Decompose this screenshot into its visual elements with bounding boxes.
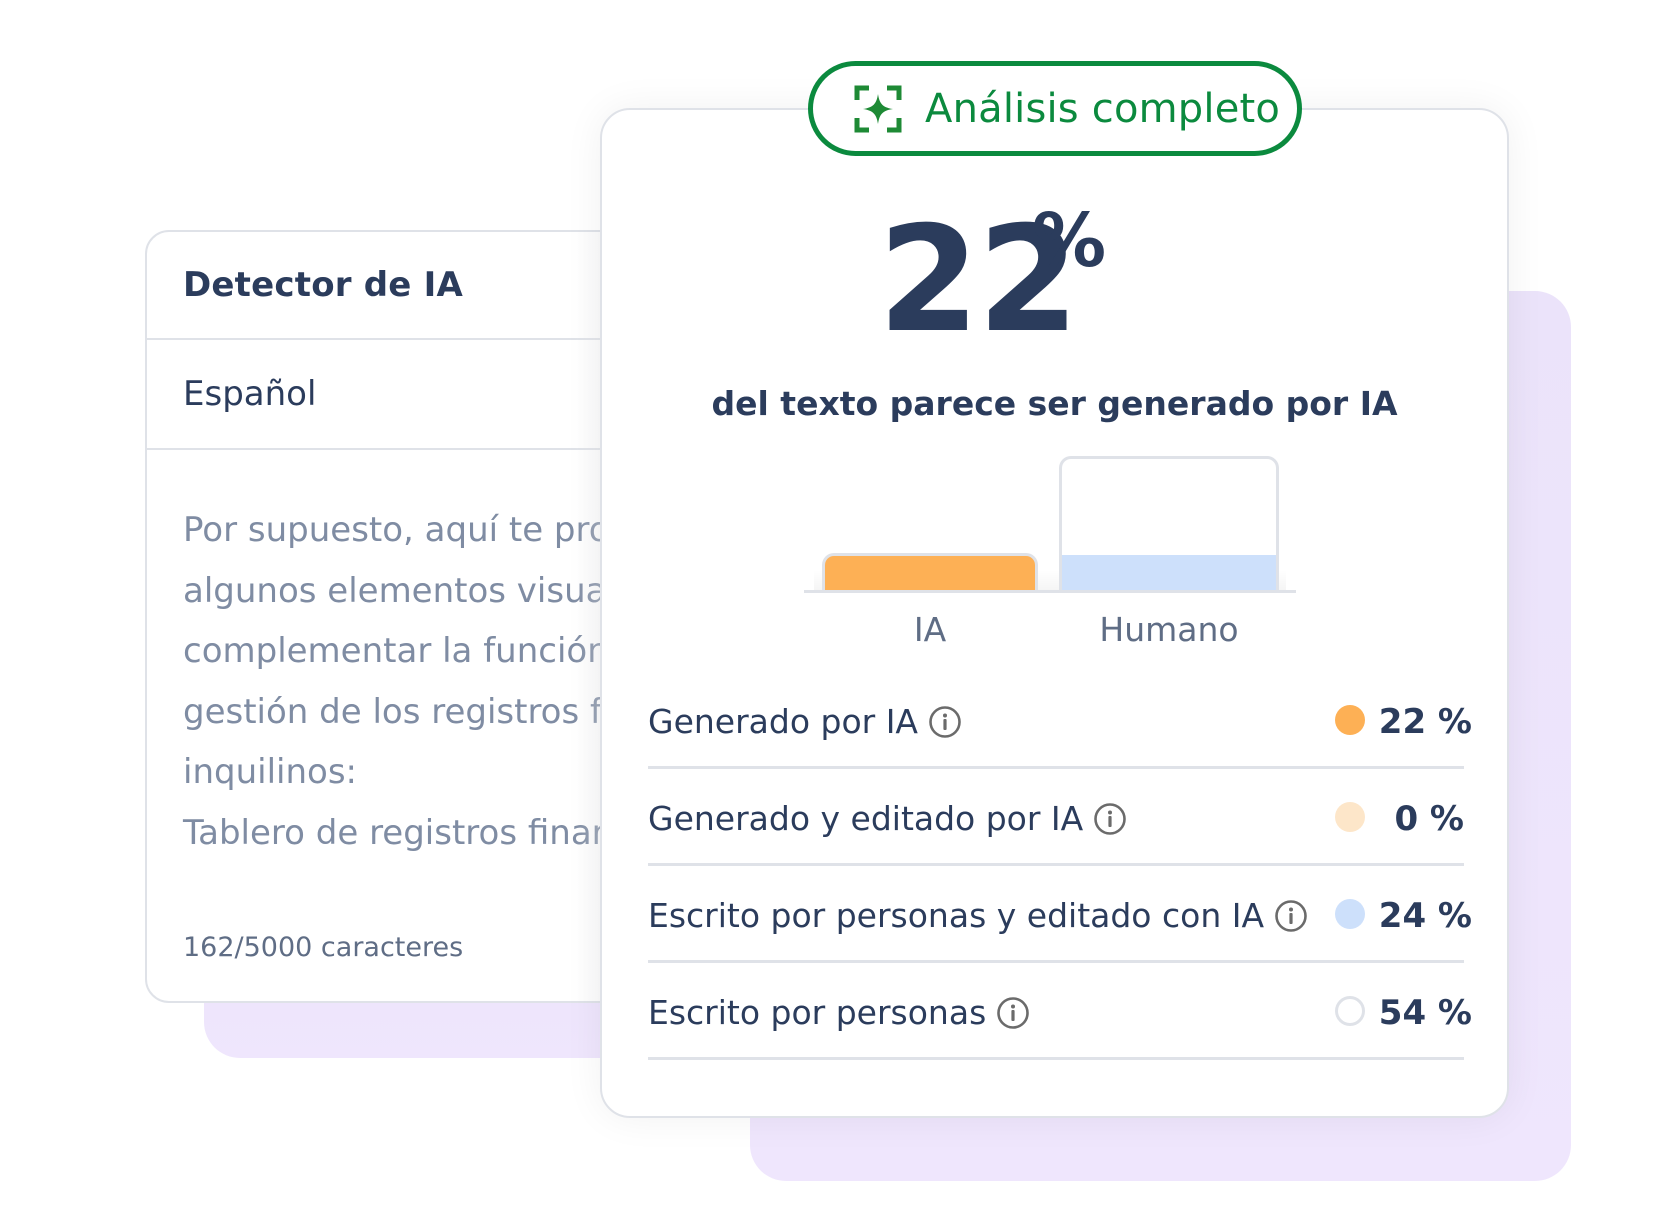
legend-dot-peach bbox=[1335, 802, 1365, 832]
breakdown-list: Generado por IA 22 % Generado y editado … bbox=[648, 672, 1472, 1060]
text-line: Por supuesto, aquí te pro bbox=[183, 510, 610, 550]
bar-ia bbox=[822, 553, 1038, 591]
info-icon[interactable] bbox=[928, 705, 962, 739]
row-label: Generado y editado por IA bbox=[648, 799, 1084, 838]
panel-title: Detector de IA bbox=[183, 265, 463, 305]
badge-label: Análisis completo bbox=[925, 85, 1281, 132]
language-selector[interactable]: Español bbox=[147, 340, 663, 450]
score-description: del texto parece ser generado por IA bbox=[711, 384, 1398, 423]
x-label-human: Humano bbox=[1099, 610, 1239, 649]
row-label: Escrito por personas bbox=[648, 993, 987, 1032]
text-line: complementar la función bbox=[183, 631, 609, 671]
ai-score-value: 22 bbox=[878, 195, 1079, 365]
row-value: 0 % bbox=[1394, 799, 1464, 839]
info-icon[interactable] bbox=[1274, 899, 1308, 933]
bar-human-edited-fill bbox=[1062, 555, 1276, 591]
input-panel-header: Detector de IA bbox=[147, 232, 663, 340]
row-label: Generado por IA bbox=[648, 702, 919, 741]
breakdown-row-ai-generated: Generado por IA 22 % bbox=[648, 672, 1472, 769]
character-counter: 162/5000 caracteres bbox=[183, 932, 464, 963]
row-label: Escrito por personas y editado con IA bbox=[648, 896, 1265, 935]
x-label-ia: IA bbox=[913, 610, 947, 649]
result-panel bbox=[600, 108, 1509, 1118]
legend-dot-blue bbox=[1335, 899, 1365, 929]
text-line: algunos elementos visual bbox=[183, 570, 616, 611]
text-line: inquilinos: bbox=[183, 752, 357, 792]
bar-human bbox=[1059, 456, 1279, 591]
legend-dot-white bbox=[1335, 996, 1365, 1026]
info-icon[interactable] bbox=[1093, 802, 1127, 836]
breakdown-row-human-written: Escrito por personas 54 % bbox=[648, 963, 1472, 1060]
info-icon[interactable] bbox=[996, 996, 1030, 1030]
breakdown-row-human-ai-edited: Escrito por personas y editado con IA 24… bbox=[648, 866, 1472, 963]
chart-baseline bbox=[804, 590, 1296, 593]
ai-scan-sparkle-icon bbox=[854, 85, 902, 132]
text-input-area[interactable]: Por supuesto, aquí te pro algunos elemen… bbox=[183, 500, 663, 863]
input-panel: Detector de IA Español Por supuesto, aqu… bbox=[145, 230, 665, 1003]
ai-score-unit: % bbox=[1032, 198, 1107, 284]
ai-vs-human-chart: IA Humano bbox=[804, 440, 1296, 660]
legend-dot-orange bbox=[1335, 705, 1365, 735]
row-value: 24 % bbox=[1378, 896, 1472, 936]
analysis-complete-badge: Análisis completo bbox=[808, 61, 1302, 156]
row-value: 54 % bbox=[1378, 993, 1472, 1033]
text-line: Tablero de registros finar bbox=[183, 812, 606, 853]
row-value: 22 % bbox=[1378, 702, 1472, 742]
breakdown-row-ai-generated-edited: Generado y editado por IA 0 % bbox=[648, 769, 1464, 866]
text-line: gestión de los registros fi bbox=[183, 691, 612, 732]
language-label: Español bbox=[183, 374, 317, 414]
